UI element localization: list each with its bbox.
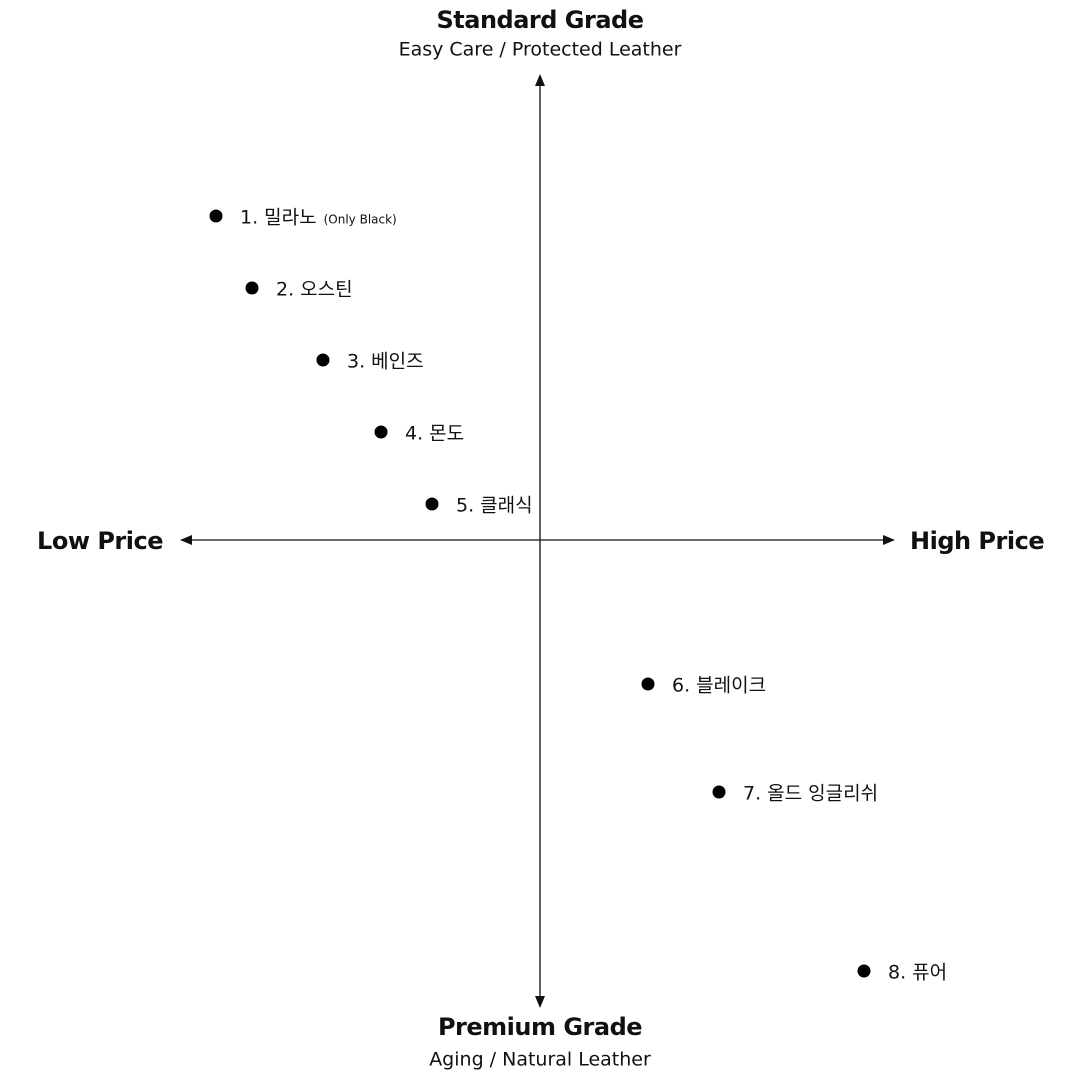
item-dot (857, 964, 871, 978)
arrow-up (535, 74, 545, 86)
item-label: 2. 오스틴 (276, 279, 353, 301)
item-note: (Only Black) (324, 213, 397, 227)
item-label: 4. 몬도 (405, 423, 464, 445)
items: 1. 밀라노 (Only Black) 2. 오스틴 3. 베인즈 4. 몬도 5. 클래… (209, 207, 947, 984)
arrow-down (535, 996, 545, 1008)
item-label: 6. 블레이크 (672, 675, 766, 697)
item-label: 3. 베인즈 (347, 351, 424, 373)
top-title: Standard Grade (437, 6, 644, 34)
item-dot (316, 353, 330, 367)
right-label: High Price (910, 527, 1044, 555)
item-label: 8. 퓨어 (888, 962, 947, 984)
item-label: 1. 밀라노 (240, 207, 317, 229)
item-dot (245, 281, 259, 295)
item-dot (209, 209, 223, 223)
item-label: 7. 올드 잉글리쉬 (743, 783, 878, 805)
top-subtitle: Easy Care / Protected Leather (399, 39, 682, 61)
item-dot (641, 677, 655, 691)
item-dot (374, 425, 388, 439)
arrow-right (883, 535, 895, 545)
left-label: Low Price (37, 527, 163, 555)
arrow-left (180, 535, 192, 545)
item-dot (712, 785, 726, 799)
item-label: 5. 클래식 (456, 495, 533, 517)
bottom-title: Premium Grade (438, 1013, 642, 1041)
item-dot (425, 497, 439, 511)
bottom-subtitle: Aging / Natural Leather (429, 1049, 651, 1071)
